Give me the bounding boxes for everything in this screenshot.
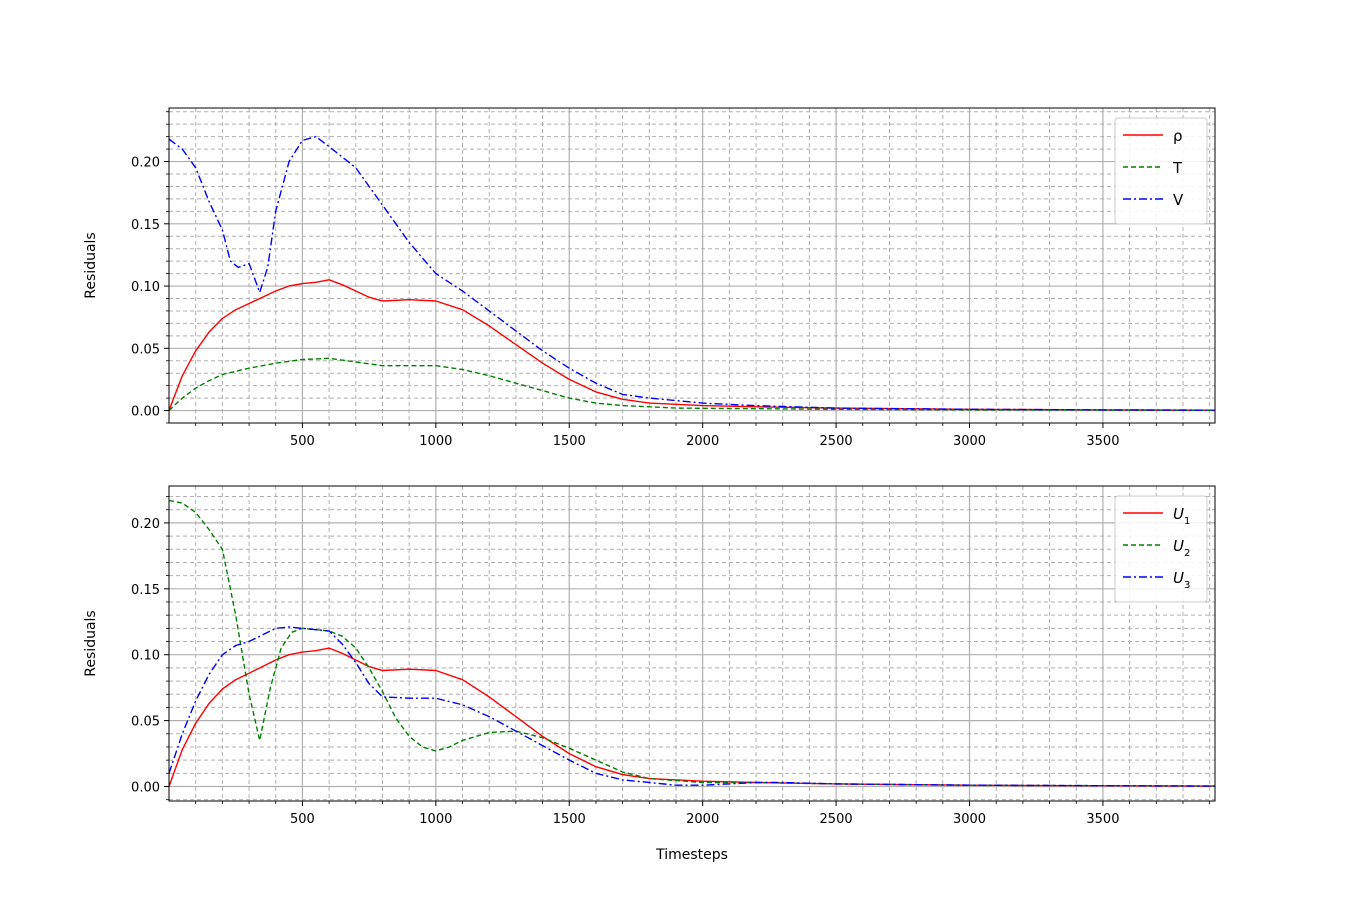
y-axis-label: Residuals bbox=[83, 610, 99, 676]
series-line-0 bbox=[169, 647, 1215, 787]
x-tick-label: 2000 bbox=[686, 812, 719, 827]
y-tick-label: 0.10 bbox=[131, 649, 160, 664]
legend-label-subscript: 3 bbox=[1184, 580, 1190, 591]
legend-label-main: ρ bbox=[1173, 127, 1183, 145]
x-tick-label: 1000 bbox=[419, 434, 452, 449]
legend-label-2: U3 bbox=[1173, 569, 1190, 591]
legend-label-main: T bbox=[1172, 159, 1183, 177]
x-tick-label: 1000 bbox=[419, 812, 452, 827]
x-tick-label: 500 bbox=[290, 812, 315, 827]
bottom-residuals-panel: 500 1000 1500 2000 2500 3000 3500 0.00 0.05 0.10 0… bbox=[83, 485, 1216, 863]
legend-label-1: T bbox=[1172, 159, 1183, 177]
y-tick-label: 0.05 bbox=[131, 715, 160, 730]
x-tick-label: 2000 bbox=[686, 434, 719, 449]
legend-box bbox=[1114, 495, 1208, 603]
x-tick-label: 3000 bbox=[953, 812, 986, 827]
legend-box bbox=[1114, 117, 1208, 225]
x-tick-label: 1500 bbox=[553, 434, 586, 449]
y-tick-label: 0.20 bbox=[131, 517, 160, 532]
legend-label-subscript: 2 bbox=[1184, 548, 1190, 559]
legend-label-2: V bbox=[1173, 191, 1184, 209]
x-tick-label: 1500 bbox=[553, 812, 586, 827]
x-tick-label: 3500 bbox=[1086, 434, 1119, 449]
x-tick-label: 3500 bbox=[1086, 812, 1119, 827]
y-tick-label: 0.00 bbox=[131, 405, 160, 420]
legend-label-main: V bbox=[1173, 191, 1184, 209]
series-line-1 bbox=[169, 499, 1215, 787]
x-tick-label: 3000 bbox=[953, 434, 986, 449]
series-line-2 bbox=[169, 626, 1215, 787]
legend-label-main: U bbox=[1173, 505, 1184, 523]
legend-label-0: U1 bbox=[1173, 505, 1190, 527]
series-line-0 bbox=[169, 279, 1215, 411]
legend: ρTV bbox=[1114, 117, 1208, 225]
series-line-2 bbox=[169, 135, 1215, 411]
y-tick-label: 0.20 bbox=[131, 156, 160, 171]
y-tick-label: 0.10 bbox=[131, 280, 160, 295]
x-tick-label: 2500 bbox=[820, 434, 853, 449]
axes-frame bbox=[168, 107, 1216, 424]
y-tick-label: 0.15 bbox=[131, 218, 160, 233]
legend-label-1: U2 bbox=[1173, 537, 1190, 559]
legend-label-0: ρ bbox=[1173, 127, 1183, 145]
series-line-1 bbox=[169, 357, 1215, 412]
y-tick-label: 0.00 bbox=[131, 781, 160, 796]
legend-label-main: U bbox=[1173, 537, 1184, 555]
legend-label-main: U bbox=[1173, 569, 1184, 587]
y-axis-label: Residuals bbox=[83, 232, 99, 298]
y-tick-label: 0.15 bbox=[131, 583, 160, 598]
x-axis-label: Timesteps bbox=[655, 847, 728, 863]
axes-frame bbox=[168, 485, 1216, 802]
x-tick-label: 2500 bbox=[820, 812, 853, 827]
legend-label-subscript: 1 bbox=[1184, 516, 1190, 527]
x-tick-label: 500 bbox=[290, 434, 315, 449]
y-tick-label: 0.05 bbox=[131, 342, 160, 357]
top-residuals-panel: 500 1000 1500 2000 2500 3000 3500 0.00 0.05 0.10 0… bbox=[83, 107, 1216, 449]
